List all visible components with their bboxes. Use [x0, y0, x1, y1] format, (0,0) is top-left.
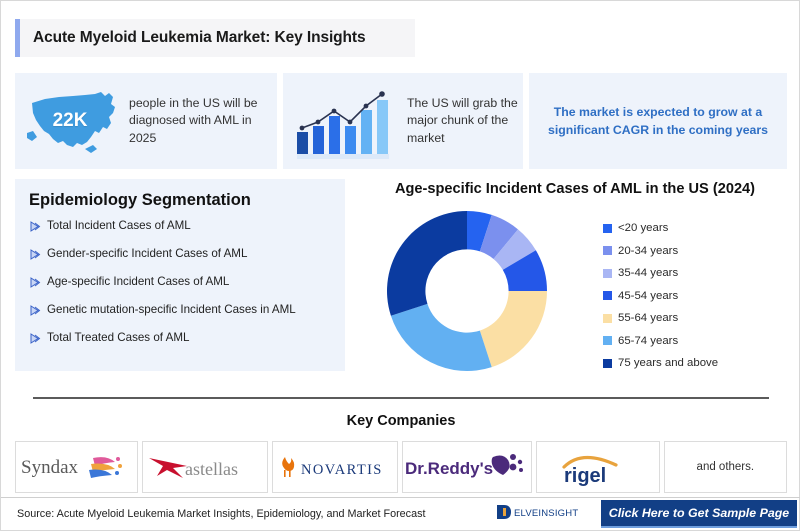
list-item-label: Total Treated Cases of AML [47, 331, 190, 344]
astellas-wordmark: astellas [185, 459, 238, 479]
legend-swatch-icon [603, 313, 612, 323]
syndax-wordmark: Syndax [21, 457, 79, 478]
logo-rigel[interactable]: rigel [536, 441, 660, 493]
legend-label: 65-74 years [618, 334, 679, 347]
list-item-label: Total Incident Cases of AML [47, 219, 191, 232]
legend-swatch-icon [603, 336, 612, 346]
legend-label: <20 years [618, 222, 669, 235]
page-title: Acute Myeloid Leukemia Market: Key Insig… [33, 29, 366, 46]
legend-label: 55-64 years [618, 312, 679, 325]
legend-label: 20-34 years [618, 244, 679, 257]
donut-slice [467, 211, 492, 252]
list-item-label: Age-specific Incident Cases of AML [47, 275, 230, 288]
growth-bar-chart-icon [291, 82, 399, 160]
list-item-label: Genetic mutation-specific Incident Cases… [47, 303, 296, 316]
epidemiology-title: Epidemiology Segmentation [29, 191, 251, 209]
legend-item: 55-64 years [603, 307, 718, 330]
cagr-card: The market is expected to grow at a sign… [529, 73, 787, 169]
legend-label: 75 years and above [618, 357, 719, 370]
donut-slice [390, 303, 492, 371]
us-incidence-card: 22K people in the US will be diagnosed w… [15, 73, 277, 169]
logo-and-others: and others. [663, 441, 787, 493]
delveinsight-logo: ELVEINSIGHT [495, 502, 591, 527]
legend-item: 35-44 years [603, 262, 718, 285]
donut-slice [493, 229, 536, 270]
key-companies-title: Key Companies [346, 413, 456, 429]
legend-item: <20 years [603, 217, 718, 240]
header-accent-bar [15, 19, 20, 57]
legend-swatch-icon [603, 268, 612, 278]
chart-legend: <20 years 20-34 years 35-44 years 45-54 yea… [603, 217, 718, 375]
epidemiology-panel: Epidemiology Segmentation Total Incident… [15, 179, 345, 371]
company-logos: Syndax astellas [15, 441, 787, 493]
novartis-flame-icon [282, 457, 295, 477]
logo-dr-reddys[interactable]: Dr.Reddy's [402, 441, 533, 493]
list-item-label: Gender-specific Incident Cases of AML [47, 247, 248, 260]
us-incidence-badge: 22K [52, 110, 88, 131]
chevron-right-icon [29, 275, 47, 294]
middle-section: Epidemiology Segmentation Total Incident… [15, 179, 787, 379]
us-map-icon: 22K [25, 87, 121, 155]
chevron-right-icon [29, 331, 47, 350]
donut-slice [479, 291, 547, 368]
legend-item: 65-74 years [603, 330, 718, 353]
rigel-arc-icon [562, 455, 618, 469]
list-item: Gender-specific Incident Cases of AML [29, 247, 333, 266]
rigel-wordmark: rigel [564, 465, 606, 487]
list-item: Total Incident Cases of AML [29, 219, 333, 238]
legend-label: 45-54 years [618, 289, 679, 302]
chevron-right-icon [29, 247, 47, 266]
list-item: Genetic mutation-specific Incident Cases… [29, 303, 333, 322]
us-incidence-text: people in the US will be diagnosed with … [129, 95, 258, 145]
legend-item: 20-34 years [603, 240, 718, 263]
dr-reddys-mark-icon [491, 454, 524, 475]
logo-astellas[interactable]: astellas [142, 441, 269, 493]
us-market-share-card: The US will grab the major chunk of the … [283, 73, 523, 169]
list-item: Total Treated Cases of AML [29, 331, 333, 350]
donut-chart [383, 207, 573, 380]
syndax-swoosh-icon [88, 457, 122, 478]
donut-slice [387, 211, 467, 316]
cagr-text: The market is expected to grow at a sign… [547, 104, 769, 137]
legend-swatch-icon [603, 291, 612, 301]
legend-label: 35-44 years [618, 267, 679, 280]
astellas-star-icon [149, 458, 188, 478]
logo-novartis[interactable]: NOVARTIS [272, 441, 399, 493]
chevron-right-icon [29, 303, 47, 322]
donut-slice [479, 214, 518, 259]
page-footer: Source: Acute Myeloid Leukemia Market In… [1, 497, 800, 530]
legend-item: 75 years and above [603, 352, 718, 375]
and-others-label: and others. [696, 461, 755, 473]
us-market-share-text: The US will grab the major chunk of the … [407, 95, 518, 145]
novartis-wordmark: NOVARTIS [301, 462, 383, 478]
donut-slice [502, 250, 547, 291]
list-item: Age-specific Incident Cases of AML [29, 275, 333, 294]
section-divider [33, 397, 769, 399]
legend-swatch-icon [603, 246, 612, 256]
chevron-right-icon [29, 219, 47, 238]
key-insight-cards: 22K people in the US will be diagnosed w… [15, 73, 787, 169]
page-header: Acute Myeloid Leukemia Market: Key Insig… [15, 19, 415, 57]
dr-reddys-wordmark: Dr.Reddy's [405, 459, 493, 478]
chart-title: Age-specific Incident Cases of AML in th… [394, 181, 756, 197]
get-sample-page-button[interactable]: Click Here to Get Sample Page [601, 500, 797, 528]
legend-swatch-icon [603, 358, 612, 368]
legend-swatch-icon [603, 223, 612, 233]
source-text: Source: Acute Myeloid Leukemia Market In… [17, 508, 426, 520]
delveinsight-wordmark: ELVEINSIGHT [514, 508, 578, 519]
legend-item: 45-54 years [603, 285, 718, 308]
logo-syndax[interactable]: Syndax [15, 441, 139, 493]
